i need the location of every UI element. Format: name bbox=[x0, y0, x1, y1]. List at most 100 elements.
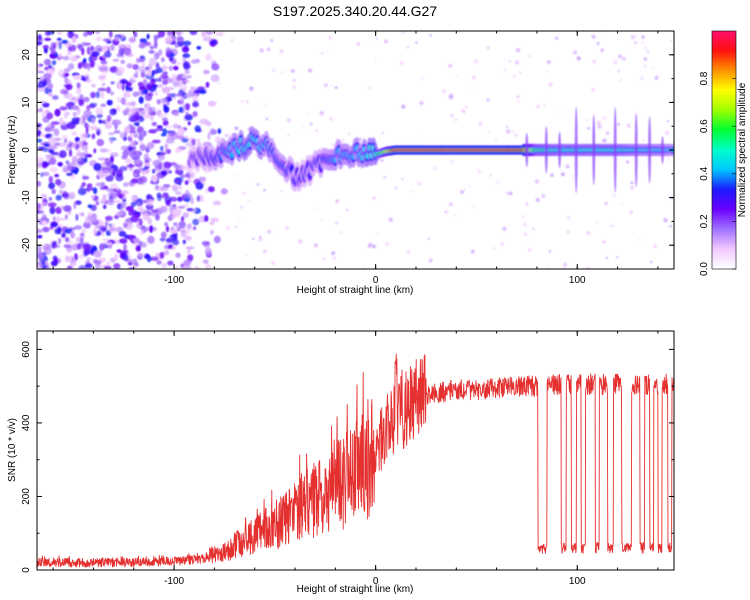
noise-cell bbox=[331, 84, 333, 87]
noise-cell bbox=[626, 160, 630, 164]
colorbar-cell bbox=[712, 150, 736, 153]
colorbar-cell bbox=[712, 126, 736, 129]
noise-cell bbox=[567, 230, 570, 234]
noise-cell bbox=[192, 110, 198, 117]
noise-cell bbox=[64, 138, 68, 144]
noise-cell bbox=[156, 67, 163, 74]
noise-cell bbox=[368, 242, 374, 248]
streak-cell bbox=[544, 126, 548, 174]
colorbar-tick-label: 0.8 bbox=[699, 71, 710, 85]
noise-cell bbox=[514, 60, 520, 65]
noise-cell bbox=[201, 241, 211, 246]
noise-cell bbox=[129, 139, 135, 147]
noise-cell bbox=[96, 130, 100, 136]
noise-cell bbox=[100, 45, 109, 52]
noise-cell bbox=[121, 83, 125, 91]
noise-cell bbox=[71, 192, 75, 197]
noise-cell bbox=[119, 204, 125, 210]
noise-cell bbox=[113, 263, 121, 269]
colorbar-cell bbox=[712, 233, 736, 236]
noise-cell bbox=[281, 71, 284, 74]
noise-cell bbox=[162, 120, 169, 126]
noise-cell bbox=[202, 36, 212, 42]
noise-cell bbox=[429, 34, 432, 37]
noise-cell bbox=[503, 68, 507, 72]
noise-cell bbox=[196, 138, 201, 144]
noise-cell bbox=[157, 84, 163, 88]
noise-cell bbox=[160, 73, 169, 80]
noise-cell bbox=[157, 31, 166, 38]
noise-cell bbox=[487, 130, 491, 134]
noise-cell bbox=[96, 138, 105, 147]
noise-cell bbox=[51, 60, 57, 66]
noise-cell bbox=[591, 87, 596, 92]
noise-cell bbox=[153, 40, 158, 49]
noise-cell bbox=[119, 166, 128, 172]
noise-cell bbox=[182, 212, 189, 218]
colorbar-cell bbox=[712, 106, 736, 109]
noise-cell bbox=[245, 99, 249, 104]
noise-cell bbox=[168, 65, 173, 71]
noise-cell bbox=[616, 256, 619, 259]
noise-cell bbox=[54, 52, 59, 58]
noise-cell bbox=[165, 47, 172, 55]
noise-cell bbox=[190, 86, 199, 91]
noise-cell bbox=[148, 129, 158, 134]
noise-cell bbox=[52, 216, 56, 222]
noise-cell bbox=[97, 157, 107, 161]
noise-cell bbox=[56, 31, 63, 35]
noise-cell bbox=[164, 142, 168, 150]
x-tick-label: 100 bbox=[569, 576, 586, 587]
noise-cell bbox=[105, 215, 113, 221]
colorbar-cell bbox=[712, 171, 736, 175]
noise-cell bbox=[58, 142, 67, 148]
noise-cell bbox=[637, 238, 640, 241]
noise-cell bbox=[122, 254, 129, 261]
colorbar-cell bbox=[712, 227, 736, 230]
colorbar-cell bbox=[712, 56, 736, 60]
noise-cell bbox=[171, 215, 177, 219]
noise-cell bbox=[104, 157, 111, 166]
noise-cell bbox=[204, 247, 212, 256]
noise-cell bbox=[421, 77, 424, 80]
noise-cell bbox=[415, 41, 418, 44]
noise-cell bbox=[240, 206, 243, 209]
noise-cell bbox=[145, 84, 153, 90]
noise-cell bbox=[384, 39, 388, 44]
noise-cell bbox=[119, 132, 126, 139]
noise-cell bbox=[102, 194, 107, 200]
x-tick-label: -100 bbox=[164, 275, 184, 286]
colorbar-cell bbox=[712, 191, 736, 195]
y-tick-label: 10 bbox=[21, 96, 32, 108]
noise-cell bbox=[506, 129, 511, 134]
noise-cell bbox=[71, 105, 80, 110]
noise-cell bbox=[83, 133, 89, 138]
noise-cell bbox=[178, 220, 186, 229]
noise-cell bbox=[43, 247, 52, 255]
noise-cell bbox=[182, 239, 186, 244]
noise-cell bbox=[106, 114, 112, 122]
noise-cell bbox=[586, 231, 591, 235]
noise-cell bbox=[259, 48, 264, 53]
noise-cell bbox=[83, 96, 90, 103]
noise-cell bbox=[245, 254, 248, 257]
colorbar-cell bbox=[712, 46, 736, 50]
colorbar-cell bbox=[712, 237, 736, 240]
noise-cell bbox=[328, 116, 334, 122]
noise-cell bbox=[90, 45, 94, 51]
colorbar-cell bbox=[712, 223, 736, 226]
y-tick-label: 400 bbox=[21, 414, 32, 431]
noise-cell bbox=[372, 244, 376, 249]
noise-cell bbox=[93, 163, 102, 171]
noise-cell bbox=[74, 253, 78, 261]
noise-cell bbox=[157, 194, 162, 202]
noise-cell bbox=[110, 183, 118, 189]
colorbar-cell bbox=[712, 112, 736, 115]
noise-cell bbox=[129, 78, 136, 84]
noise-cell bbox=[654, 75, 659, 80]
noise-cell bbox=[600, 48, 604, 52]
noise-cell bbox=[40, 100, 47, 104]
colorbar-cell bbox=[712, 181, 736, 185]
noise-cell bbox=[199, 118, 209, 125]
noise-cell bbox=[576, 56, 581, 61]
